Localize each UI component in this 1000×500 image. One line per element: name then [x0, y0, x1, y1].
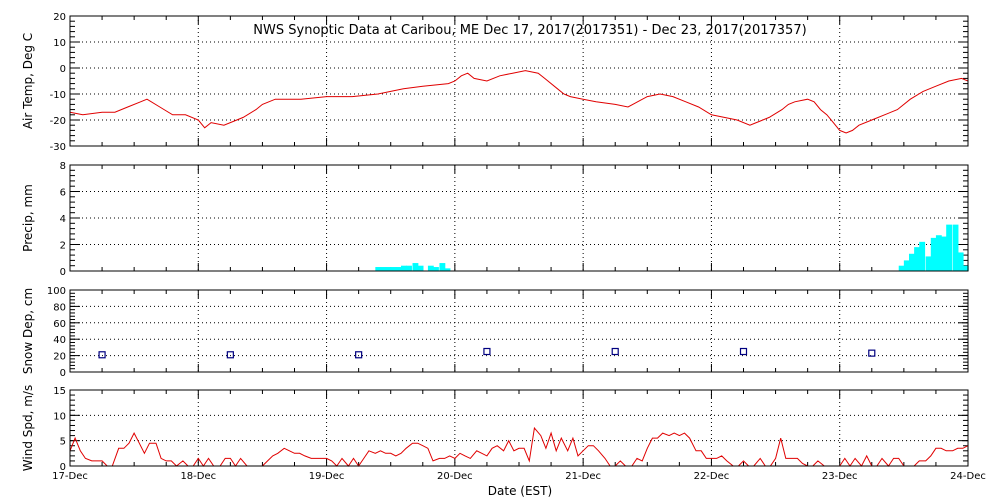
wind-speed-frame — [69, 389, 969, 467]
precip-bar — [380, 267, 387, 271]
x-tick-label: 23-Dec — [822, 471, 858, 482]
snow-depth-point — [611, 347, 619, 356]
y-tick-label: -10 — [50, 90, 66, 101]
snow-depth-point — [739, 347, 748, 356]
snow-depth-point — [226, 351, 234, 359]
y-tick-label: 20 — [53, 352, 66, 363]
precip-bar — [919, 241, 926, 271]
precip-bar — [375, 267, 382, 271]
precip-frame — [69, 164, 969, 272]
x-tick-label: 19-Dec — [309, 471, 345, 482]
precip-bar — [941, 236, 947, 271]
y-tick-label: 60 — [53, 319, 66, 330]
precip-bar — [439, 263, 446, 271]
y-tick-label: -20 — [50, 116, 66, 127]
precip-bar — [390, 267, 397, 271]
y-tick-label: 2 — [60, 241, 66, 252]
x-tick-label: 17-Dec — [52, 471, 88, 482]
precip-panel: 0 2 4 6 8 Precip, mm — [21, 161, 969, 278]
wind-speed-panel: 0 5 10 15 Wind Spd, m/s — [21, 385, 969, 473]
precip-bar — [444, 268, 451, 271]
wind-speed-y-axis-label: Wind Spd, m/s — [21, 385, 35, 471]
y-tick-label: 10 — [53, 38, 66, 49]
snow-depth-y-axis-label: Snow Dep, cm — [21, 288, 35, 374]
wind-speed-line — [69, 426, 969, 467]
precip-bar — [957, 252, 964, 271]
y-tick-label: 0 — [60, 462, 66, 473]
air-temp-y-axis-label: Air Temp, Deg C — [21, 33, 35, 129]
snow-depth-frame — [69, 289, 969, 373]
snow-depth-point — [355, 351, 363, 359]
precip-bar — [930, 237, 937, 271]
precip-bar — [914, 247, 920, 271]
y-tick-label: 0 — [60, 267, 66, 278]
x-tick-label: 22-Dec — [694, 471, 730, 482]
x-axis-label: Date (EST) — [488, 484, 552, 498]
precip-y-axis-label: Precip, mm — [21, 184, 35, 252]
snow-depth-point — [483, 347, 491, 356]
precip-bar — [946, 224, 953, 271]
y-tick-label: 0 — [60, 368, 66, 379]
precip-bar — [962, 265, 969, 271]
precip-bar — [427, 265, 434, 271]
y-tick-label: 6 — [60, 188, 66, 199]
y-tick-label: 40 — [53, 335, 66, 346]
snow-depth-panel: 0 20 40 60 80 100 Snow Dep, cm — [21, 286, 969, 379]
air-temp-frame — [69, 15, 969, 147]
y-tick-label: 80 — [53, 302, 66, 313]
precip-bar — [433, 267, 439, 271]
precip-bar — [925, 256, 932, 271]
precip-bar — [898, 265, 905, 271]
x-tick-label: 20-Dec — [437, 471, 473, 482]
snow-depth-point — [98, 351, 106, 359]
x-tick-label: 18-Dec — [180, 471, 216, 482]
y-tick-label: 4 — [60, 214, 66, 225]
precip-bar — [935, 235, 942, 271]
precip-bar — [908, 253, 915, 271]
precip-bar — [417, 265, 424, 271]
precip-bar — [903, 260, 910, 271]
x-tick-label: 24-Dec — [950, 471, 986, 482]
y-tick-label: 10 — [53, 411, 66, 422]
y-tick-label: -30 — [50, 142, 66, 153]
x-axis-ticks: 17-Dec 18-Dec 19-Dec 20-Dec 21-Dec 22-Dec 23-D… — [52, 471, 986, 482]
precip-bar — [952, 224, 959, 271]
chart-panels: -30 -20 -10 0 10 20 Air Temp, Deg C 0 2 4 6 8 Precip… — [21, 12, 969, 473]
precip-bar — [406, 265, 412, 271]
y-tick-label: 100 — [47, 286, 66, 297]
y-tick-label: 8 — [60, 161, 66, 172]
x-tick-label: 21-Dec — [565, 471, 601, 482]
precip-bar — [395, 267, 402, 271]
chart-title: NWS Synoptic Data at Caribou, ME Dec 17,… — [253, 23, 806, 38]
precip-bar — [400, 265, 407, 271]
y-tick-label: 15 — [53, 386, 66, 397]
y-tick-label: 5 — [60, 437, 66, 448]
air-temp-line — [69, 70, 969, 134]
precip-bar — [412, 263, 419, 271]
air-temp-panel: -30 -20 -10 0 10 20 Air Temp, Deg C — [21, 12, 969, 153]
y-tick-label: 20 — [53, 12, 66, 23]
precip-bar — [385, 267, 392, 271]
snow-depth-point — [868, 349, 876, 357]
y-tick-label: 0 — [60, 64, 66, 75]
